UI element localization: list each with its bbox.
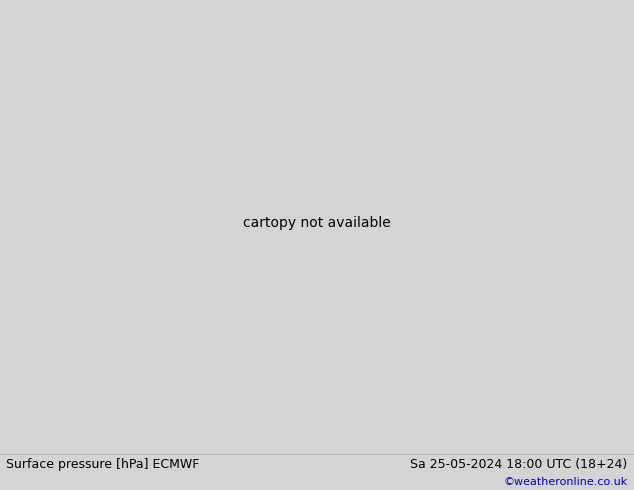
Text: ©weatheronline.co.uk: ©weatheronline.co.uk bbox=[503, 477, 628, 487]
Text: Surface pressure [hPa] ECMWF: Surface pressure [hPa] ECMWF bbox=[6, 458, 200, 471]
Text: Sa 25-05-2024 18:00 UTC (18+24): Sa 25-05-2024 18:00 UTC (18+24) bbox=[410, 458, 628, 471]
Text: cartopy not available: cartopy not available bbox=[243, 216, 391, 230]
